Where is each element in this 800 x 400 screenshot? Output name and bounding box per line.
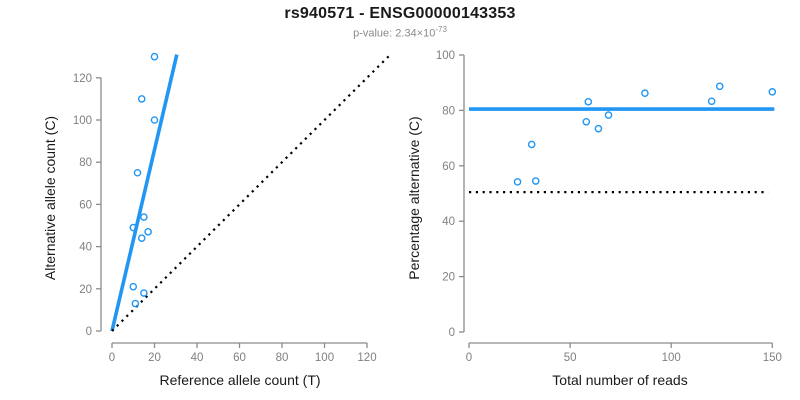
right-y-tick-label: 20 <box>442 272 455 284</box>
figure-subtitle: p-value: 2.34×10-73 <box>0 25 800 40</box>
right-data-point <box>641 89 649 98</box>
right-y-tick-label: 40 <box>442 216 455 228</box>
left-data-point <box>129 223 138 232</box>
right-x-tick-label: 100 <box>662 352 681 364</box>
left-data-point <box>137 234 146 242</box>
left-x-tick-label: 0 <box>109 352 115 364</box>
left-x-tick-label: 100 <box>315 352 334 364</box>
left-data-point <box>133 168 142 177</box>
left-x-tick-label: 40 <box>191 352 204 364</box>
left-x-tick-label: 120 <box>357 352 376 364</box>
left-y-tick-label: 120 <box>73 73 92 85</box>
left-x-tick-label: 80 <box>276 352 289 364</box>
left-y-axis-title: Alternative allele count (C) <box>42 116 58 280</box>
identity-line <box>111 53 392 332</box>
left-y-tick-label: 80 <box>79 157 92 169</box>
right-y-axis-title: Percentage alternative (C) <box>406 116 422 279</box>
left-data-point <box>144 228 152 236</box>
left-y-tick-label: 100 <box>73 115 92 127</box>
figure-title: rs940571 - ENSG00000143353 <box>284 5 516 22</box>
regression-line <box>110 54 179 332</box>
right-x-tick-label: 150 <box>763 352 782 364</box>
left-y-tick-label: 60 <box>79 199 92 211</box>
left-data-point <box>140 213 148 221</box>
right-x-tick-label: 50 <box>564 352 577 364</box>
right-data-point <box>527 140 536 149</box>
left-data-point <box>140 289 148 297</box>
right-data-point <box>715 82 724 91</box>
left-data-point <box>131 299 140 308</box>
right-y-tick-label: 100 <box>436 50 455 62</box>
left-data-point <box>129 282 138 291</box>
right-data-point <box>531 177 540 185</box>
left-x-tick-label: 20 <box>148 352 161 364</box>
right-data-point <box>768 88 777 96</box>
left-y-tick-label: 20 <box>79 284 92 296</box>
right-y-tick-label: 80 <box>442 105 455 117</box>
right-y-tick-label: 0 <box>449 327 455 339</box>
right-x-axis-title: Total number of reads <box>552 372 687 388</box>
right-data-point <box>513 178 522 186</box>
right-data-point <box>582 117 591 126</box>
left-x-tick-label: 60 <box>233 352 246 364</box>
right-data-point <box>707 97 716 106</box>
right-y-tick-label: 60 <box>442 161 455 173</box>
left-data-point <box>150 116 159 124</box>
left-data-point <box>150 52 159 61</box>
p-value-text: p-value: 2.34×10 <box>353 27 436 40</box>
left-y-tick-label: 40 <box>79 242 92 254</box>
right-data-point <box>584 98 593 106</box>
right-data-point <box>604 111 613 119</box>
left-data-point <box>137 95 146 103</box>
left-y-tick-label: 0 <box>86 326 92 338</box>
right-data-point <box>594 124 603 133</box>
left-x-axis-title: Reference allele count (T) <box>159 372 320 388</box>
p-value-exponent: -73 <box>435 25 447 34</box>
right-x-tick-label: 0 <box>466 352 472 364</box>
